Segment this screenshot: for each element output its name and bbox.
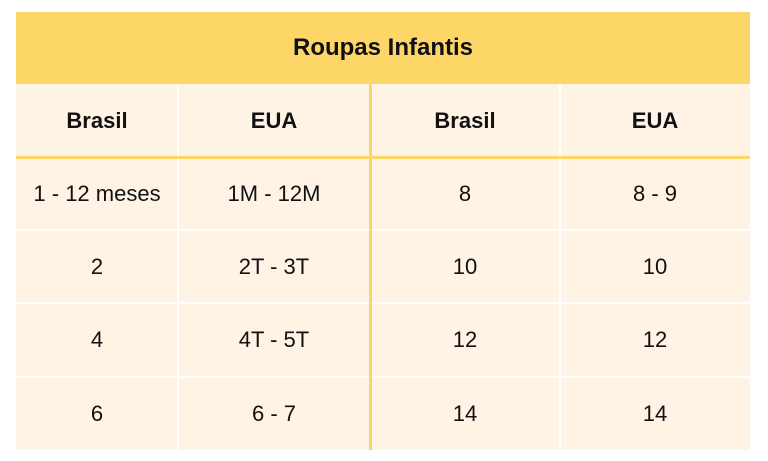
data-cell: 8 bbox=[458, 180, 472, 206]
data-cell: 10 bbox=[452, 253, 478, 279]
header-divider bbox=[16, 156, 750, 159]
data-cell: 4 bbox=[90, 327, 104, 352]
row-divider bbox=[16, 376, 750, 378]
data-cell: 2 bbox=[90, 253, 104, 279]
column-divider bbox=[177, 84, 179, 450]
data-cell: 14 bbox=[452, 400, 478, 426]
group-divider bbox=[369, 84, 372, 450]
header-cell: Brasil bbox=[434, 107, 496, 133]
table-title: Roupas Infantis bbox=[16, 12, 750, 84]
row-divider bbox=[16, 302, 750, 304]
data-cell: 1 - 12 meses bbox=[33, 180, 161, 206]
data-cell: 12 bbox=[642, 327, 668, 352]
header-cell: Brasil bbox=[66, 107, 128, 133]
row-divider bbox=[16, 229, 750, 231]
data-cell: 6 - 7 bbox=[251, 400, 297, 426]
header-cell: EUA bbox=[250, 107, 298, 133]
data-cell: 12 bbox=[452, 327, 478, 352]
data-cell: 6 bbox=[90, 400, 104, 426]
column-divider bbox=[559, 84, 561, 450]
data-cell: 4T - 5T bbox=[238, 327, 310, 352]
data-cell: 14 bbox=[642, 400, 668, 426]
data-cell: 8 - 9 bbox=[632, 180, 678, 206]
data-cell: 1M - 12M bbox=[227, 180, 321, 206]
data-cell: 10 bbox=[642, 253, 668, 279]
data-cell: 2T - 3T bbox=[238, 253, 310, 279]
header-cell: EUA bbox=[631, 107, 679, 133]
size-table: Roupas Infantis Brasil EUA Brasil EUA 1 - 12 … bbox=[16, 12, 750, 450]
